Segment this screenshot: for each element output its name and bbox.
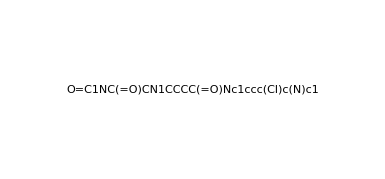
Text: O=C1NC(=O)CN1CCCC(=O)Nc1ccc(Cl)c(N)c1: O=C1NC(=O)CN1CCCC(=O)Nc1ccc(Cl)c(N)c1 <box>66 84 319 95</box>
